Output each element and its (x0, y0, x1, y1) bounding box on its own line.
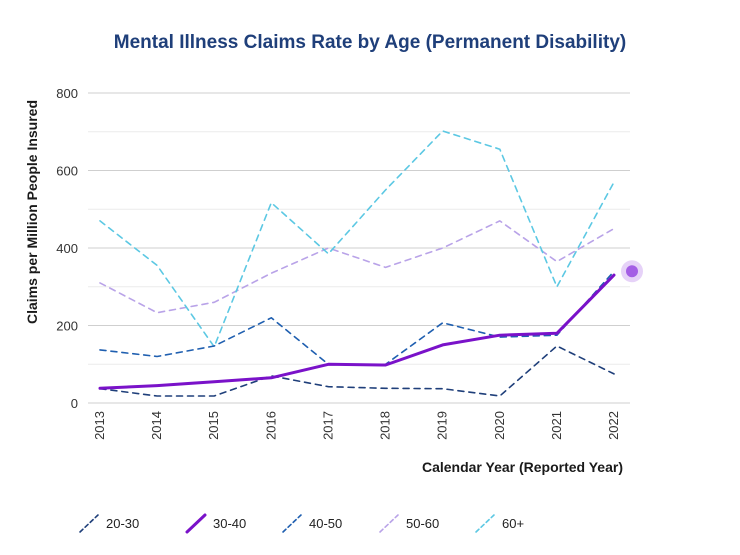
chart-title: Mental Illness Claims Rate by Age (Perma… (114, 32, 626, 53)
legend-item-20-30: 20-30 (79, 514, 139, 533)
x-tick-label: 2018 (378, 411, 393, 440)
x-axis-ticks: 2013 2014 2015 2016 2017 2018 2019 2020 2021 2022 (92, 411, 621, 440)
series-lines (98, 130, 616, 397)
legend: 20-30 30-40 40-50 50-60 60+ (79, 513, 524, 534)
x-tick-label: 2014 (149, 411, 164, 440)
legend-label: 20-30 (106, 516, 139, 531)
x-tick-label: 2017 (320, 411, 335, 440)
legend-label: 40-50 (309, 516, 342, 531)
y-tick-label: 800 (56, 86, 78, 101)
legend-item-50-60: 50-60 (379, 514, 439, 533)
series-line-60+ (99, 130, 615, 348)
x-tick-label: 2015 (206, 411, 221, 440)
y-axis-title: Claims per Million People Insured (24, 100, 40, 324)
series-line-30-40 (98, 273, 616, 390)
x-tick-label: 2021 (549, 411, 564, 440)
y-tick-label: 600 (56, 164, 78, 179)
highlight-point[interactable] (626, 265, 638, 278)
series-line-20-30 (99, 345, 615, 397)
y-tick-label: 200 (56, 319, 78, 334)
legend-swatch (475, 514, 495, 533)
legend-item-40-50: 40-50 (282, 514, 342, 533)
series-line-50-60 (99, 220, 615, 314)
x-tick-label: 2019 (435, 411, 450, 440)
x-tick-label: 2020 (492, 411, 507, 440)
y-tick-label: 0 (71, 396, 78, 411)
y-axis-ticks: 0 200 400 600 800 (56, 86, 78, 411)
grid (88, 92, 630, 404)
legend-item-60+: 60+ (475, 514, 524, 533)
legend-item-30-40: 30-40 (185, 513, 246, 534)
series-line-40-50 (99, 270, 615, 366)
legend-swatch (282, 514, 302, 533)
legend-label: 50-60 (406, 516, 439, 531)
y-tick-label: 400 (56, 241, 78, 256)
legend-swatch (185, 513, 207, 534)
legend-swatch (379, 514, 399, 533)
legend-swatch (79, 514, 99, 533)
highlight-marker[interactable] (621, 260, 643, 283)
legend-label: 60+ (502, 516, 524, 531)
legend-label: 30-40 (213, 516, 246, 531)
x-tick-label: 2022 (606, 411, 621, 440)
x-tick-label: 2013 (92, 411, 107, 440)
x-tick-label: 2016 (263, 411, 278, 440)
x-axis-title: Calendar Year (Reported Year) (422, 459, 623, 475)
